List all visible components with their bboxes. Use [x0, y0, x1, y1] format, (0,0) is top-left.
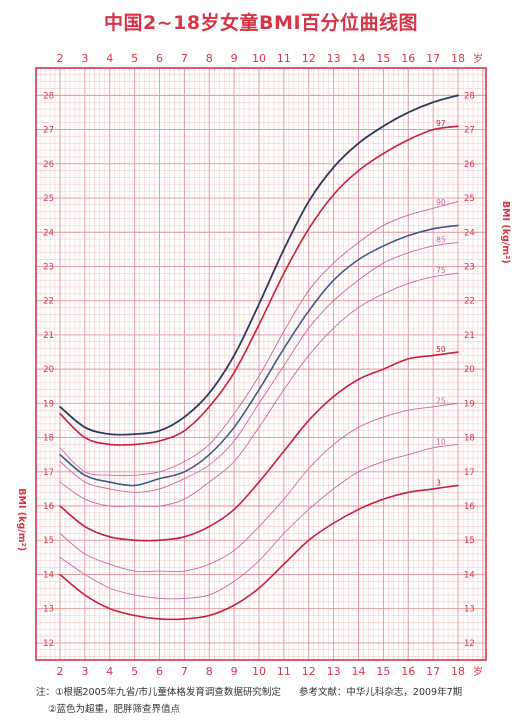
x-tick-label-top: 17 [426, 52, 440, 65]
y-tick-label-right: 21 [464, 331, 475, 341]
y-tick-label-right: 17 [464, 468, 475, 478]
curve-unlabeled-3 [59, 224, 459, 487]
x-tick-label-top: 14 [352, 52, 366, 65]
curve-p85 [59, 242, 459, 493]
x-tick-label-bottom: 16 [401, 665, 415, 678]
x-tick-label-bottom: 12 [302, 665, 316, 678]
y-tick-label-left: 27 [43, 126, 54, 136]
x-tick-label-bottom: 9 [231, 665, 238, 678]
x-tick-label-bottom: 7 [181, 665, 188, 678]
percentile-label-25: 25 [436, 396, 446, 405]
curve-p25 [59, 402, 459, 572]
y-axis-title-left: BMI (kg/m²) [16, 488, 27, 551]
x-tick-label-top: 9 [231, 52, 238, 65]
x-tick-label-top: 12 [302, 52, 316, 65]
x-tick-label-bottom: 5 [131, 665, 138, 678]
curve-p50 [59, 351, 459, 542]
y-tick-label-left: 26 [43, 160, 54, 170]
y-tick-label-right: 25 [464, 194, 475, 204]
note-line-1: 注：①根据2005年九省/市儿童体格发育调查数据研究制定 [36, 687, 281, 698]
y-tick-label-right: 12 [464, 639, 475, 649]
x-tick-label-bottom: 8 [206, 665, 213, 678]
y-tick-label-right: 14 [464, 570, 475, 580]
curve-unlabeled-0 [59, 94, 459, 436]
note-line-2: ②蓝色为超重，肥胖筛查界值点 [48, 704, 181, 715]
curve-p75 [59, 272, 459, 507]
y-tick-label-right: 24 [464, 228, 475, 238]
x-tick-label-bottom: 10 [252, 665, 266, 678]
chart-title: 中国2~18岁女童BMI百分位曲线图 [103, 12, 419, 34]
y-tick-label-left: 23 [43, 262, 54, 272]
y-tick-label-right: 16 [464, 502, 475, 512]
y-tick-label-left: 16 [43, 502, 54, 512]
y-tick-label-left: 17 [43, 468, 54, 478]
y-tick-label-right: 23 [464, 262, 475, 272]
x-tick-label-top: 10 [252, 52, 266, 65]
x-tick-label-top: 4 [106, 52, 113, 65]
x-tick-label-top: 13 [327, 52, 341, 65]
y-tick-label-left: 22 [43, 297, 54, 307]
y-tick-label-right: 26 [464, 160, 475, 170]
y-tick-label-right: 20 [464, 365, 475, 375]
x-tick-label-top: 18 [451, 52, 465, 65]
curve-p10 [59, 443, 459, 600]
y-tick-label-right: 15 [464, 536, 475, 546]
y-tick-label-right: 18 [464, 434, 475, 444]
x-tick-label-bottom: 15 [376, 665, 390, 678]
y-tick-label-left: 13 [43, 605, 54, 615]
chart-notes: 注：①根据2005年九省/市儿童体格发育调查数据研究制定 参考文献：中华儿科杂志，… [36, 684, 506, 718]
percentile-label-3: 3 [436, 478, 441, 487]
x-unit-label-top: 岁 [473, 52, 483, 65]
y-tick-label-left: 21 [43, 331, 54, 341]
curve-p90 [59, 201, 459, 477]
x-tick-label-top: 5 [131, 52, 138, 65]
y-tick-label-left: 24 [43, 228, 54, 238]
x-tick-label-bottom: 13 [327, 665, 341, 678]
y-axis-title-right: BMI (kg/m²) [500, 201, 511, 264]
y-tick-label-right: 27 [464, 126, 475, 136]
x-tick-label-bottom: 2 [57, 665, 64, 678]
x-tick-label-top: 8 [206, 52, 213, 65]
note-reference: 参考文献：中华儿科杂志，2009年7期 [298, 687, 463, 698]
x-tick-label-bottom: 3 [81, 665, 88, 678]
y-tick-label-left: 15 [43, 536, 54, 546]
curve-p3 [59, 484, 459, 621]
percentile-label-10: 10 [436, 437, 446, 446]
percentile-label-90: 90 [436, 198, 446, 207]
y-tick-label-left: 20 [43, 365, 54, 375]
y-tick-label-left: 18 [43, 434, 54, 444]
x-tick-label-top: 7 [181, 52, 188, 65]
x-tick-label-top: 15 [376, 52, 390, 65]
y-tick-label-left: 19 [43, 399, 54, 409]
x-tick-label-bottom: 6 [156, 665, 163, 678]
y-tick-label-right: 13 [464, 605, 475, 615]
percentile-label-50: 50 [436, 345, 446, 354]
y-tick-label-left: 14 [43, 570, 54, 580]
percentile-label-97: 97 [436, 119, 446, 128]
x-tick-label-top: 3 [81, 52, 88, 65]
x-tick-label-top: 16 [401, 52, 415, 65]
x-tick-label-bottom: 11 [277, 665, 291, 678]
x-tick-label-top: 2 [57, 52, 64, 65]
x-tick-label-bottom: 17 [426, 665, 440, 678]
y-tick-label-right: 22 [464, 297, 475, 307]
curve-p97 [59, 125, 459, 446]
y-tick-label-left: 28 [43, 91, 54, 101]
plot-frame [35, 67, 487, 661]
y-tick-label-right: 28 [464, 91, 475, 101]
x-unit-label-bottom: 岁 [473, 665, 483, 678]
x-tick-label-top: 6 [156, 52, 163, 65]
x-tick-label-top: 11 [277, 52, 291, 65]
x-tick-label-bottom: 4 [106, 665, 113, 678]
y-tick-label-left: 12 [43, 639, 54, 649]
percentile-label-85: 85 [436, 235, 446, 244]
percentile-label-75: 75 [436, 266, 446, 275]
y-tick-label-left: 25 [43, 194, 54, 204]
x-tick-label-bottom: 18 [451, 665, 465, 678]
x-tick-label-bottom: 14 [352, 665, 366, 678]
y-tick-label-right: 19 [464, 399, 475, 409]
